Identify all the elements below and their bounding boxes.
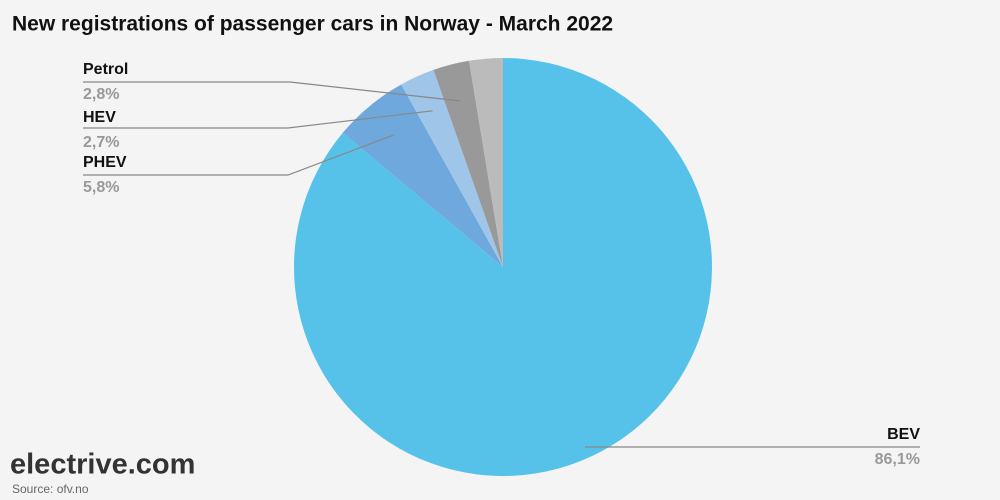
- source: Source: ofv.no: [12, 482, 89, 496]
- slice-value-label: 2,8%: [83, 86, 119, 103]
- pie-slice: [293, 58, 712, 476]
- slice-label: Petrol: [83, 61, 128, 78]
- slice-label: BEV: [887, 426, 920, 443]
- pie-slice: [469, 58, 503, 267]
- pie-slice: [401, 69, 503, 267]
- leader-line: [83, 110, 433, 129]
- logo: electrive.com: [10, 449, 195, 481]
- slice-label: PHEV: [83, 154, 127, 171]
- slice-value-label: 5,8%: [83, 179, 119, 196]
- leader-line: [83, 134, 394, 176]
- slice-value-label: 86,1%: [875, 451, 920, 468]
- chart-title: New registrations of passenger cars in N…: [12, 13, 613, 36]
- leader-line: [83, 81, 461, 102]
- slice-label: HEV: [83, 109, 116, 126]
- pie-slice: [433, 60, 503, 267]
- slice-value-label: 2,7%: [83, 134, 119, 151]
- pie-slice: [342, 84, 503, 267]
